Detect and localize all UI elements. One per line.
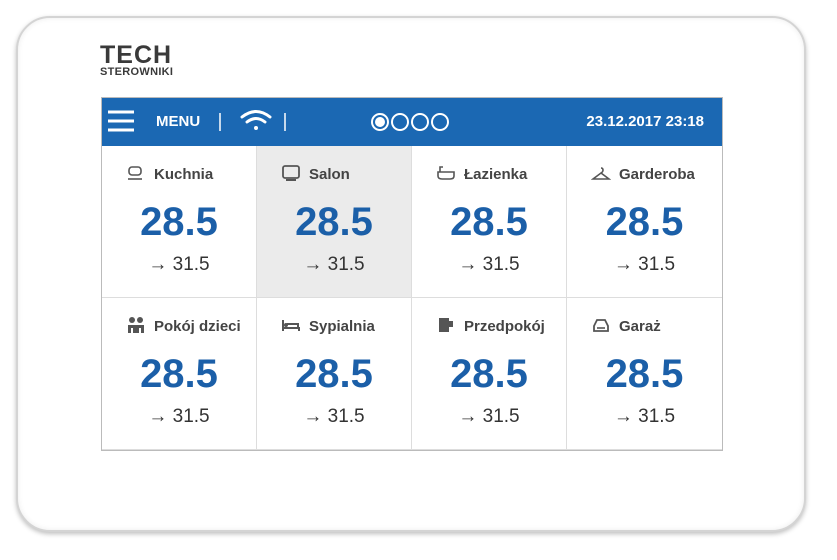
room-temperature: 28.5: [450, 200, 528, 244]
room-temperature: 28.5: [140, 352, 218, 396]
room-temperature: 28.5: [450, 352, 528, 396]
room-icon: [593, 319, 609, 332]
room-target-temperature: → 31.5: [613, 254, 676, 275]
room-icon: [591, 167, 611, 180]
room-target-temperature: → 31.5: [148, 406, 210, 427]
room-target-temperature: → 31.5: [303, 254, 365, 275]
room-icon: [128, 317, 144, 333]
room-grid: Kuchnia 28.5 → 31.5 Salon 28.5 → 31.5 Łazienka…: [102, 146, 722, 450]
room-name: Przedpokój: [464, 318, 545, 335]
brand-subtitle: STEROWNIKI: [100, 66, 174, 78]
room-icon: [282, 320, 300, 331]
room-temperature: 28.5: [295, 352, 373, 396]
room-icon: [437, 166, 455, 180]
room-name: Łazienka: [464, 166, 528, 183]
room-icon: [282, 165, 300, 181]
menu-icon[interactable]: [108, 110, 134, 132]
room-name: Pokój dzieci: [154, 318, 241, 335]
room-tile[interactable]: Salon 28.5 → 31.5: [257, 146, 412, 298]
page-indicator[interactable]: [371, 113, 449, 131]
room-tile[interactable]: Łazienka 28.5 → 31.5: [412, 146, 567, 298]
room-tile[interactable]: Garderoba 28.5 → 31.5: [567, 146, 722, 298]
room-temperature: 28.5: [140, 200, 218, 244]
room-name: Kuchnia: [154, 166, 214, 183]
room-name: Sypialnia: [309, 318, 375, 335]
room-target-temperature: → 31.5: [458, 406, 520, 427]
room-name: Garderoba: [619, 166, 695, 183]
room-target-temperature: → 31.5: [458, 254, 520, 275]
room-temperature: 28.5: [605, 200, 684, 244]
room-temperature: 28.5: [295, 200, 373, 244]
room-name: Garaż: [619, 318, 661, 335]
room-tile[interactable]: Sypialnia 28.5 → 31.5: [257, 298, 412, 450]
room-tile[interactable]: Garaż 28.5 → 31.5: [567, 298, 722, 450]
brand-logo: TECH STEROWNIKI: [100, 41, 174, 79]
room-target-temperature: → 31.5: [303, 406, 365, 427]
room-name: Salon: [309, 166, 350, 183]
room-icon: [439, 318, 453, 332]
room-tile[interactable]: Pokój dzieci 28.5 → 31.5: [102, 298, 257, 450]
room-tile[interactable]: Przedpokój 28.5 → 31.5: [412, 298, 567, 450]
wifi-icon: [240, 110, 272, 130]
menu-label[interactable]: MENU: [156, 113, 201, 130]
top-bar: MENU 23.12.2017 23:18: [102, 98, 722, 146]
room-temperature: 28.5: [605, 352, 684, 396]
screen: MENU 23.12.2017 23:18 Kuchnia 28.5 → 31.5 S…: [101, 97, 723, 451]
brand-name: TECH: [100, 41, 173, 69]
top-bar-icons: [108, 110, 449, 132]
room-tile[interactable]: Kuchnia 28.5 → 31.5: [102, 146, 257, 298]
datetime: 23.12.2017 23:18: [586, 113, 704, 130]
room-target-temperature: → 31.5: [613, 406, 676, 427]
room-target-temperature: → 31.5: [148, 254, 210, 275]
room-icon: [128, 166, 142, 180]
